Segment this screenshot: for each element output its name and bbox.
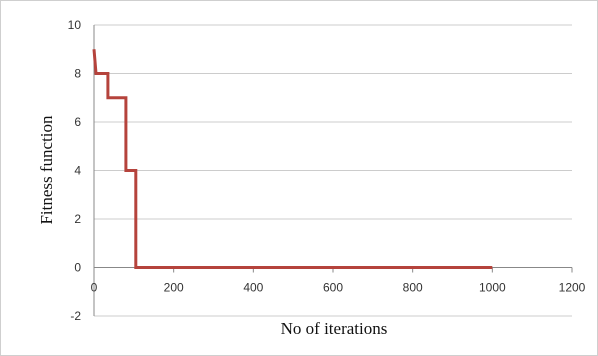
x-tick-label: 1000 bbox=[479, 281, 506, 295]
y-tick-label: 4 bbox=[74, 164, 81, 178]
series-layer bbox=[92, 49, 493, 269]
x-axis-title: No of iterations bbox=[281, 319, 388, 338]
tick-labels: -2 0 2 4 6 8 10 0 200 400 600 800 1000 1200 bbox=[68, 18, 586, 323]
x-tick-label: 200 bbox=[164, 281, 184, 295]
gridlines bbox=[94, 24, 572, 317]
x-tick-label: 0 bbox=[91, 281, 98, 295]
y-tick-label: 10 bbox=[68, 18, 82, 32]
x-tick-label: 600 bbox=[323, 281, 343, 295]
y-axis-title: Fitness function bbox=[37, 115, 56, 225]
y-tick-label: -2 bbox=[70, 309, 81, 323]
x-tick-label: 400 bbox=[243, 281, 263, 295]
x-tick-label: 1200 bbox=[559, 281, 586, 295]
y-tick-label: 6 bbox=[74, 115, 81, 129]
x-tick-label: 800 bbox=[403, 281, 423, 295]
series-line-1 bbox=[92, 49, 493, 269]
y-tick-label: 2 bbox=[74, 212, 81, 226]
y-tick-label: 8 bbox=[74, 67, 81, 81]
y-tick-label: 0 bbox=[74, 261, 81, 275]
